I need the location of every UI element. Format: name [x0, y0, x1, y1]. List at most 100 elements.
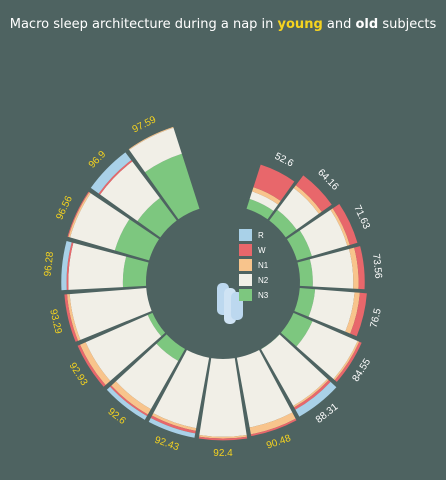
- segment-n2-52.6: [249, 191, 279, 211]
- segment-w-76.5: [350, 292, 367, 337]
- segment-n2-97.59: [129, 127, 182, 173]
- segment-n1-92.4: [199, 434, 247, 439]
- bar-label-73.56: 73.56: [370, 253, 384, 279]
- segment-n1-71.63: [330, 208, 350, 246]
- segment-n2-96.56: [70, 193, 130, 251]
- title-group-old: old: [355, 17, 379, 32]
- segment-n3-97.59: [145, 153, 200, 220]
- segment-n2-84.55: [296, 321, 358, 379]
- radial-bars: [61, 126, 367, 441]
- segment-r-92.6: [106, 386, 147, 420]
- segment-n3-92.93: [147, 312, 166, 337]
- bar-96.9: [90, 152, 177, 238]
- segment-n1-84.55: [333, 341, 360, 381]
- bar-92.93: [77, 312, 166, 387]
- title-suffix: subjects: [378, 17, 437, 32]
- segment-n2-96.28: [68, 242, 127, 290]
- bar-label-71.63: 71.63: [351, 204, 372, 232]
- bar-label-84.55: 84.55: [350, 356, 373, 383]
- bar-label-93.29: 93.29: [47, 308, 64, 335]
- segment-w-92.6: [110, 385, 148, 417]
- segment-w-92.93: [77, 344, 106, 387]
- segment-r-96.28: [61, 241, 72, 291]
- bar-label-92.6: 92.6: [105, 406, 127, 427]
- segment-n2-93.29: [69, 288, 152, 340]
- bar-88.31: [260, 334, 337, 417]
- segment-w-90.48: [250, 418, 297, 437]
- bar-92.43: [148, 350, 210, 438]
- segment-n3-84.55: [280, 312, 313, 347]
- title-middle: and: [322, 17, 356, 32]
- legend-swatch-w: [239, 244, 252, 256]
- segment-n2-76.5: [308, 289, 355, 332]
- legend-swatch-r: [239, 229, 252, 241]
- bar-92.6: [106, 334, 186, 420]
- bar-label-88.31: 88.31: [314, 401, 341, 425]
- segment-n3-64.16: [269, 209, 297, 238]
- segment-w-93.29: [64, 294, 79, 342]
- segment-n1-52.6: [252, 187, 281, 205]
- title-prefix: Macro sleep architecture during a nap in: [9, 17, 278, 32]
- segment-w-84.55: [334, 341, 362, 382]
- segment-n3-96.56: [114, 219, 160, 261]
- bar-64.16: [269, 175, 332, 238]
- segment-n2-64.16: [277, 188, 319, 230]
- segment-w-96.9: [98, 160, 133, 195]
- segment-w-92.43: [150, 415, 196, 434]
- segment-n2-71.63: [299, 209, 348, 257]
- segment-n3-96.9: [137, 198, 177, 238]
- segment-n1-96.56: [68, 192, 91, 238]
- bar-71.63: [286, 204, 358, 261]
- bar-84.55: [280, 312, 362, 382]
- segment-n2-92.4: [199, 358, 247, 437]
- bar-76.5: [294, 288, 367, 337]
- bar-97.59: [128, 126, 200, 220]
- stage-legend: RW N1 N2 N3: [239, 229, 269, 301]
- segment-n1-76.5: [345, 292, 360, 334]
- legend-label-n3: N3: [258, 291, 269, 300]
- segment-n2-92.6: [115, 343, 179, 410]
- segment-w-88.31: [294, 380, 331, 410]
- segment-n3-92.6: [156, 334, 186, 361]
- segment-n1-92.6: [111, 381, 151, 415]
- segment-w-92.4: [198, 436, 248, 441]
- segment-n2-96.9: [100, 161, 160, 222]
- segment-w-71.63: [332, 204, 358, 245]
- segment-n1-92.93: [80, 342, 111, 385]
- segment-n1-90.48: [249, 412, 296, 435]
- segment-n2-92.93: [85, 315, 162, 381]
- segment-n2-90.48: [236, 350, 293, 428]
- segment-n1-88.31: [293, 378, 329, 408]
- legend-swatch-n1: [239, 259, 252, 271]
- bar-label-92.93: 92.93: [67, 361, 90, 388]
- segment-n3-73.56: [297, 259, 313, 287]
- legend-label-n1: N1: [258, 261, 269, 270]
- bar-label-90.48: 90.48: [265, 433, 293, 452]
- segment-n3-96.28: [122, 256, 149, 288]
- bar-93.29: [64, 288, 152, 342]
- bar-label-52.6: 52.6: [273, 151, 296, 170]
- bar-96.56: [67, 191, 160, 261]
- legend-label-r: R: [258, 231, 264, 240]
- segment-w-64.16: [295, 175, 332, 212]
- segment-r-92.43: [148, 417, 196, 438]
- segment-n1-64.16: [293, 185, 322, 214]
- segment-n3-71.63: [286, 230, 312, 261]
- segment-n3-76.5: [294, 288, 316, 317]
- segment-n2-92.43: [153, 350, 210, 429]
- segment-w-52.6: [253, 164, 295, 201]
- bar-label-96.9: 96.9: [87, 149, 109, 171]
- bar-73.56: [297, 246, 365, 290]
- bar-label-92.4: 92.4: [213, 448, 233, 459]
- segment-r-88.31: [295, 381, 337, 417]
- bar-label-64.16: 64.16: [315, 167, 341, 193]
- chart-title: Macro sleep architecture during a nap in…: [0, 17, 446, 32]
- segment-n2-88.31: [261, 334, 328, 406]
- legend-swatch-n3: [239, 289, 252, 301]
- legend-label-w: W: [258, 246, 266, 255]
- legend-swatch-n2: [239, 274, 252, 286]
- segment-n2-73.56: [309, 249, 354, 289]
- segment-w-96.28: [66, 242, 74, 290]
